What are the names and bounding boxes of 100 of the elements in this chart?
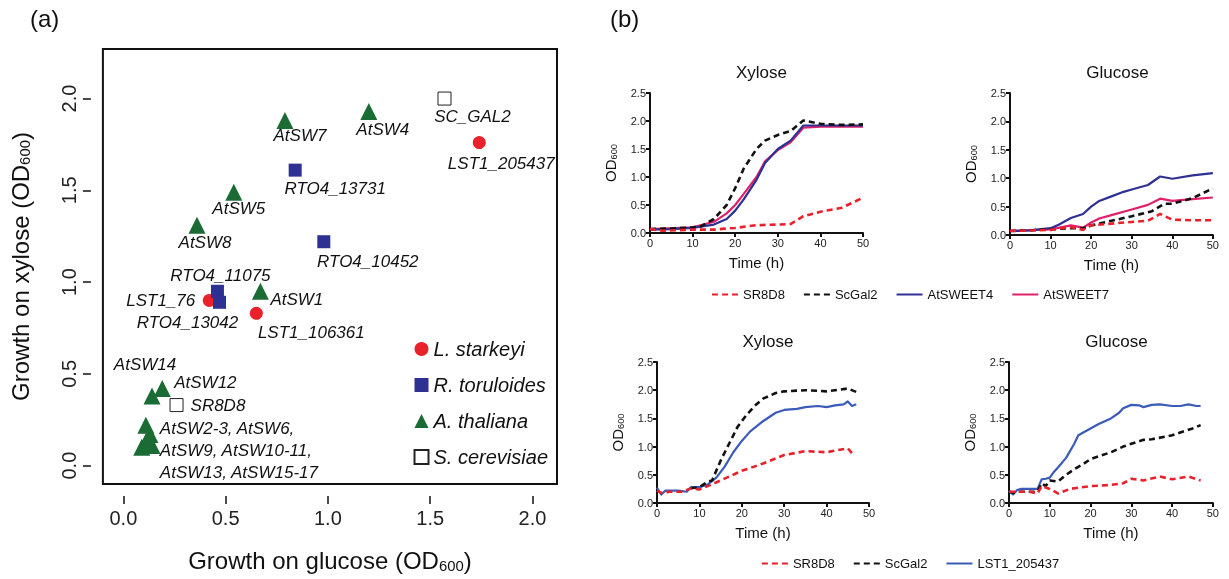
y-tick-label: 2.5 xyxy=(630,87,646,99)
y-tick-label: 1.5 xyxy=(637,412,653,425)
x-tick-label: 50 xyxy=(862,506,876,519)
legend-label: AtSWEET7 xyxy=(1043,287,1110,302)
y-tick-label: 0.0 xyxy=(637,497,653,509)
y-tick-label: 1.0 xyxy=(630,171,646,183)
annotation: SC_GAL2 xyxy=(434,107,512,127)
x-tick-label: 1.5 xyxy=(416,507,445,529)
y-axis-title: OD600 xyxy=(601,143,619,183)
x-axis-title: Growth on glucose (OD600) xyxy=(188,547,472,575)
annotation: AtSW14 xyxy=(112,355,177,375)
x-tick-label: 40 xyxy=(820,506,833,519)
y-tick-label: 0.5 xyxy=(990,200,1006,213)
y-tick-label: 0.0 xyxy=(57,451,80,480)
x-tick-label: 30 xyxy=(778,506,791,519)
legend-label: AtSWEET4 xyxy=(927,287,994,302)
y-tick-label: 2.0 xyxy=(630,115,646,127)
annotation: AtSW5 xyxy=(211,198,266,218)
chart-title: Xylose xyxy=(742,332,794,351)
legend-label: A. thaliana xyxy=(432,410,529,432)
x-tick-label: 10 xyxy=(693,506,706,519)
y-tick-label: 1.0 xyxy=(57,268,80,297)
legend-label: S. cerevisiae xyxy=(433,446,549,468)
y-tick-label: 0.5 xyxy=(989,468,1005,481)
y-tick-label: 1.0 xyxy=(989,440,1005,453)
x-tick-label: 50 xyxy=(1206,238,1220,251)
y-tick-label: 1.5 xyxy=(989,412,1005,425)
x-tick-label: 20 xyxy=(735,506,748,519)
y-tick-label: 2.0 xyxy=(989,384,1005,397)
x-axis-title: Time (h) xyxy=(735,524,791,541)
x-tick-label: 1.0 xyxy=(314,507,342,529)
annotation: RTO4_10452 xyxy=(317,252,420,272)
annotation: RTO4_13731 xyxy=(284,178,386,198)
x-tick-label: 40 xyxy=(1166,238,1179,251)
y-tick-label: 1.5 xyxy=(57,176,80,205)
point xyxy=(212,295,226,309)
x-tick-label: 0 xyxy=(646,236,654,249)
x-tick-label: 20 xyxy=(1084,506,1097,519)
point xyxy=(437,91,452,106)
annotation: RTO4_13042 xyxy=(136,312,239,332)
x-tick-label: 20 xyxy=(1085,238,1098,251)
y-tick-label: 0.0 xyxy=(630,227,646,239)
point xyxy=(360,102,378,120)
x-tick-label: 0 xyxy=(1005,506,1013,519)
annotation: AtSW12 xyxy=(173,373,238,393)
point xyxy=(251,282,269,300)
point xyxy=(317,235,331,249)
annotation: AtSW2-3, AtSW6, AtSW9, AtSW10-11, AtSW13, AtSW15-17 xyxy=(158,418,319,482)
x-tick-label: 0 xyxy=(653,506,661,519)
annotation: LST1_205437 xyxy=(447,154,556,174)
annotation: LST1_106361 xyxy=(257,322,365,342)
annotation: LST1_76 xyxy=(126,290,196,310)
y-axis-title: OD600 xyxy=(960,413,978,452)
chart-title: Glucose xyxy=(1085,332,1148,351)
line-series xyxy=(1007,475,1202,495)
y-axis-title: OD600 xyxy=(608,413,626,452)
point xyxy=(288,163,302,177)
annotation: AtSW4 xyxy=(355,119,410,139)
y-tick-label: 2.5 xyxy=(990,87,1006,99)
y-tick-label: 1.5 xyxy=(630,143,646,155)
legend-label: SR8D8 xyxy=(792,556,835,571)
x-tick-label: 40 xyxy=(814,236,827,249)
legend-label: R. toruloides xyxy=(433,374,546,396)
line-series xyxy=(1007,403,1202,496)
annotation: AtSW7 xyxy=(272,126,327,146)
point xyxy=(472,136,486,150)
x-tick-label: 50 xyxy=(856,236,870,249)
legend-label: ScGal2 xyxy=(884,556,928,571)
point xyxy=(153,380,171,398)
x-tick-label: 40 xyxy=(1165,506,1179,519)
x-axis-title: Time (h) xyxy=(1083,524,1139,541)
text: (a) xyxy=(30,4,60,32)
legend-label: L. starkeyi xyxy=(433,338,526,360)
annotation: AtSW1 xyxy=(269,289,324,309)
y-tick-label: 0.5 xyxy=(637,468,653,481)
point xyxy=(169,398,184,413)
legend-label: LST1_205437 xyxy=(977,556,1060,571)
x-tick-label: 10 xyxy=(686,236,699,249)
point xyxy=(249,306,263,320)
annotation: AtSW8 xyxy=(177,232,232,252)
line-series xyxy=(689,387,858,490)
x-axis-title: Time (h) xyxy=(1083,256,1140,273)
x-tick-label: 30 xyxy=(771,236,784,249)
line-series xyxy=(655,446,854,495)
x-tick-label: 10 xyxy=(1044,238,1057,251)
text: (b) xyxy=(610,4,640,32)
x-tick-label: 0.0 xyxy=(109,507,138,529)
y-axis-title: OD600 xyxy=(961,144,979,184)
legend-label: SR8D8 xyxy=(742,287,785,302)
x-axis-title: Time (h) xyxy=(728,254,785,271)
y-tick-label: 1.5 xyxy=(990,143,1006,156)
point xyxy=(225,183,243,201)
y-tick-label: 0.0 xyxy=(989,497,1005,509)
y-axis-title: Growth on xylose (OD600) xyxy=(6,132,34,401)
x-tick-label: 2.0 xyxy=(518,507,547,529)
y-tick-label: 2.5 xyxy=(989,356,1005,368)
point xyxy=(143,387,161,405)
annotation: RTO4_11075 xyxy=(170,265,272,285)
annotation: SR8D8 xyxy=(190,395,246,415)
point xyxy=(188,216,206,234)
